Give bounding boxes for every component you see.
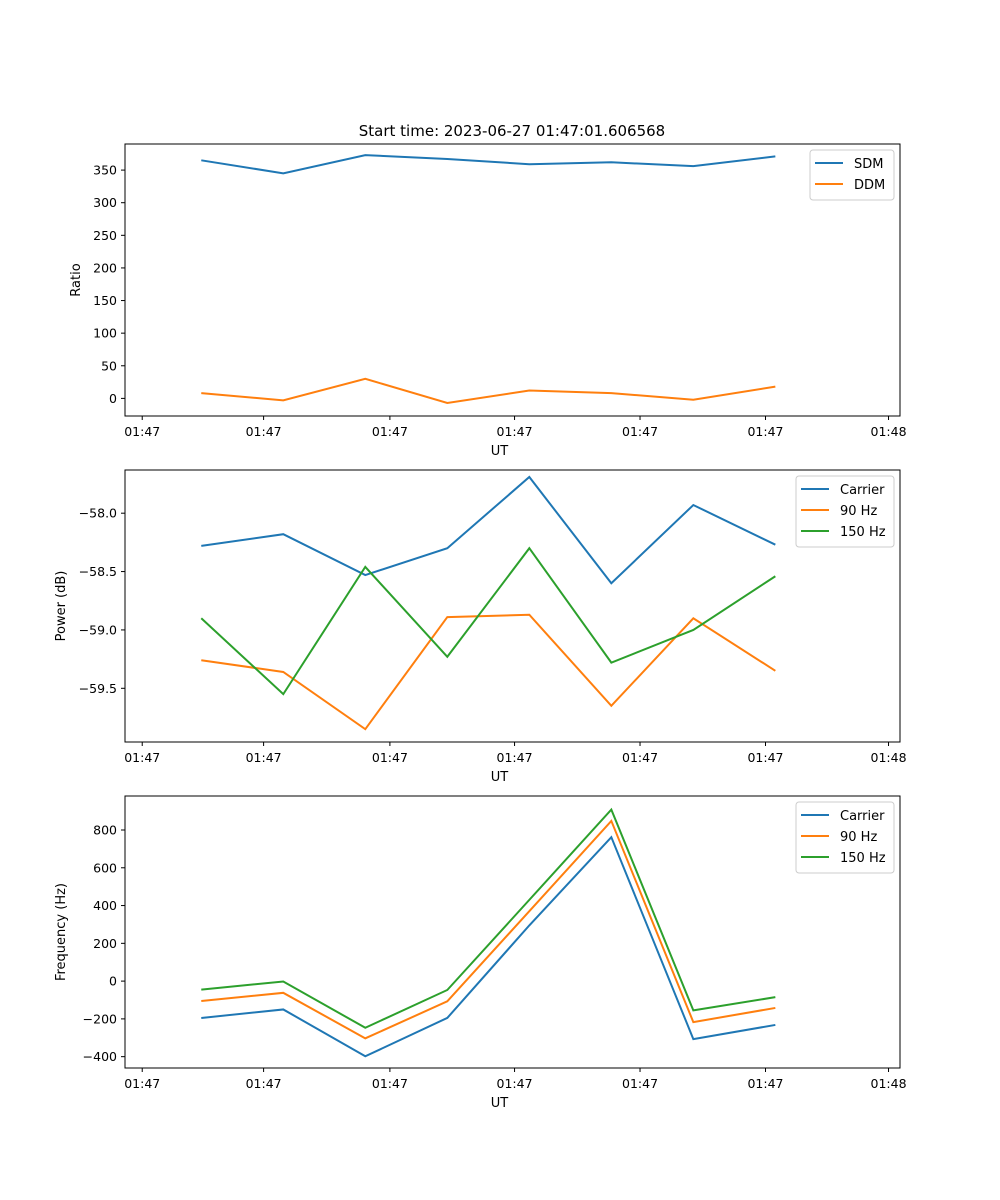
- y-tick-label: −400: [83, 1049, 117, 1064]
- x-tick-label: 01:47: [246, 750, 282, 765]
- series-line-90-hz: [201, 613, 776, 731]
- legend-box: [795, 801, 895, 874]
- x-tick-label: 01:47: [124, 750, 160, 765]
- legend-label: Carrier: [840, 483, 885, 498]
- y-tick-label: −58.0: [79, 506, 117, 521]
- chart-panel-3: −400 −200 0 200 400 600 800 01:47 01:47 01:47 01:4…: [54, 795, 907, 1111]
- legend-label: 90 Hz: [840, 504, 877, 519]
- y-tick-label: 200: [93, 936, 117, 951]
- x-tick-label: 01:47: [372, 1076, 408, 1091]
- y-tick-label: 400: [93, 898, 117, 913]
- x-axis-label: UT: [491, 444, 509, 459]
- y-tick-label: −59.5: [79, 681, 117, 696]
- legend-label: DDM: [854, 178, 885, 193]
- x-tick-label: 01:47: [372, 424, 408, 439]
- y-tick-label: 0: [109, 974, 117, 989]
- x-axis-label: UT: [491, 1096, 509, 1111]
- legend: Carrier 90 Hz 150 Hz: [795, 801, 895, 874]
- y-tick-label: 0: [109, 391, 117, 406]
- legend: Carrier 90 Hz 150 Hz: [795, 475, 895, 548]
- series-line-90-hz: [201, 819, 776, 1040]
- series-line-sdm: [201, 154, 776, 175]
- y-tick-label: 50: [101, 358, 117, 373]
- x-tick-label: 01:47: [497, 1076, 533, 1091]
- y-tick-label: 200: [93, 260, 117, 275]
- y-tick-label: 100: [93, 326, 117, 341]
- legend-label: 150 Hz: [840, 851, 886, 866]
- x-tick-label: 01:47: [622, 750, 658, 765]
- y-tick-label: 350: [93, 163, 117, 178]
- axes-frame: [124, 469, 901, 743]
- series-line-150-hz: [200, 546, 776, 696]
- x-axis-label: UT: [491, 770, 509, 785]
- legend-box: [795, 475, 895, 548]
- legend: SDM DDM: [809, 149, 895, 201]
- chart-panel-2: −59.5 −59.0 −58.5 −58.0 01:47 01:47 01:47 01:47…: [54, 469, 907, 785]
- y-tick-label: 600: [93, 860, 117, 875]
- series-line-150-hz: [201, 807, 776, 1029]
- legend-label: Carrier: [840, 809, 885, 824]
- y-axis-label: Frequency (Hz): [54, 883, 69, 981]
- y-axis-label: Ratio: [69, 263, 84, 296]
- axes-frame: [124, 795, 901, 1069]
- series-line-carrier: [201, 475, 776, 585]
- y-axis-label: Power (dB): [54, 571, 69, 642]
- x-tick-label: 01:47: [747, 750, 783, 765]
- x-tick-label: 01:47: [246, 424, 282, 439]
- x-tick-label: 01:47: [497, 750, 533, 765]
- x-tick-label: 01:47: [124, 1076, 160, 1091]
- x-tick-label: 01:47: [747, 1076, 783, 1091]
- y-tick-label: 300: [93, 195, 117, 210]
- x-tick-label: 01:47: [246, 1076, 282, 1091]
- legend-label: 150 Hz: [840, 525, 886, 540]
- x-tick-label: 01:48: [871, 424, 907, 439]
- y-tick-label: −59.0: [79, 622, 117, 637]
- x-tick-label: 01:47: [622, 1076, 658, 1091]
- x-tick-label: 01:48: [871, 750, 907, 765]
- x-tick-label: 01:47: [497, 424, 533, 439]
- x-tick-label: 01:48: [871, 1076, 907, 1091]
- x-tick-label: 01:47: [747, 424, 783, 439]
- y-tick-label: −58.5: [79, 564, 117, 579]
- x-tick-label: 01:47: [622, 424, 658, 439]
- y-tick-label: −200: [83, 1011, 117, 1026]
- legend-label: SDM: [854, 157, 883, 172]
- axes-frame: [124, 143, 901, 417]
- y-tick-label: 250: [93, 228, 117, 243]
- x-tick-label: 01:47: [372, 750, 408, 765]
- y-tick-label: 800: [93, 823, 117, 838]
- series-line-ddm: [201, 377, 776, 404]
- legend-label: 90 Hz: [840, 830, 877, 845]
- series-line-carrier: [201, 835, 776, 1058]
- panels: 0 50 100 150 200 250 300 350 01:47 01:47 01:47 01:4…: [54, 143, 907, 1111]
- figure-title: Start time: 2023-06-27 01:47:01.606568: [359, 122, 665, 140]
- y-tick-label: 150: [93, 293, 117, 308]
- x-tick-label: 01:47: [124, 424, 160, 439]
- chart-panel-1: 0 50 100 150 200 250 300 350 01:47 01:47 01:47 01:4…: [69, 143, 907, 459]
